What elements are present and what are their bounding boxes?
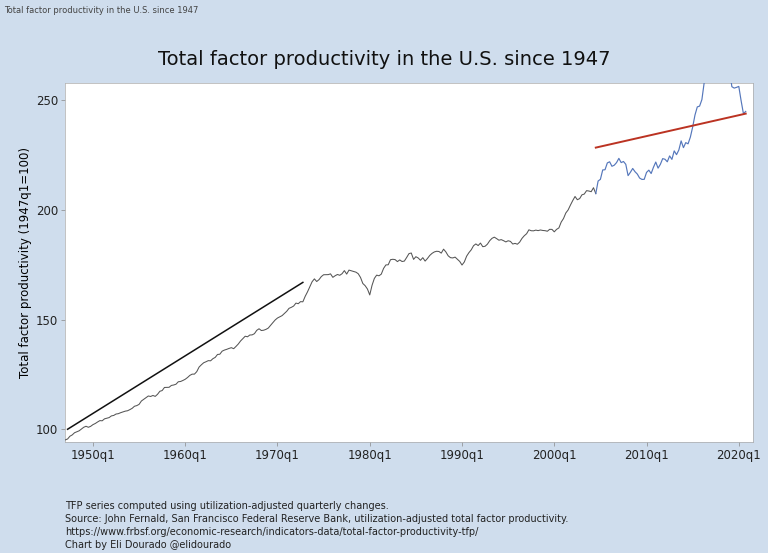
Text: Total factor productivity in the U.S. since 1947: Total factor productivity in the U.S. si… (157, 50, 611, 69)
Text: Total factor productivity in the U.S. since 1947: Total factor productivity in the U.S. si… (4, 6, 198, 14)
Y-axis label: Total factor productivity (1947q1=100): Total factor productivity (1947q1=100) (19, 147, 32, 378)
Text: TFP series computed using utilization-adjusted quarterly changes.
Source: John F: TFP series computed using utilization-ad… (65, 500, 568, 550)
